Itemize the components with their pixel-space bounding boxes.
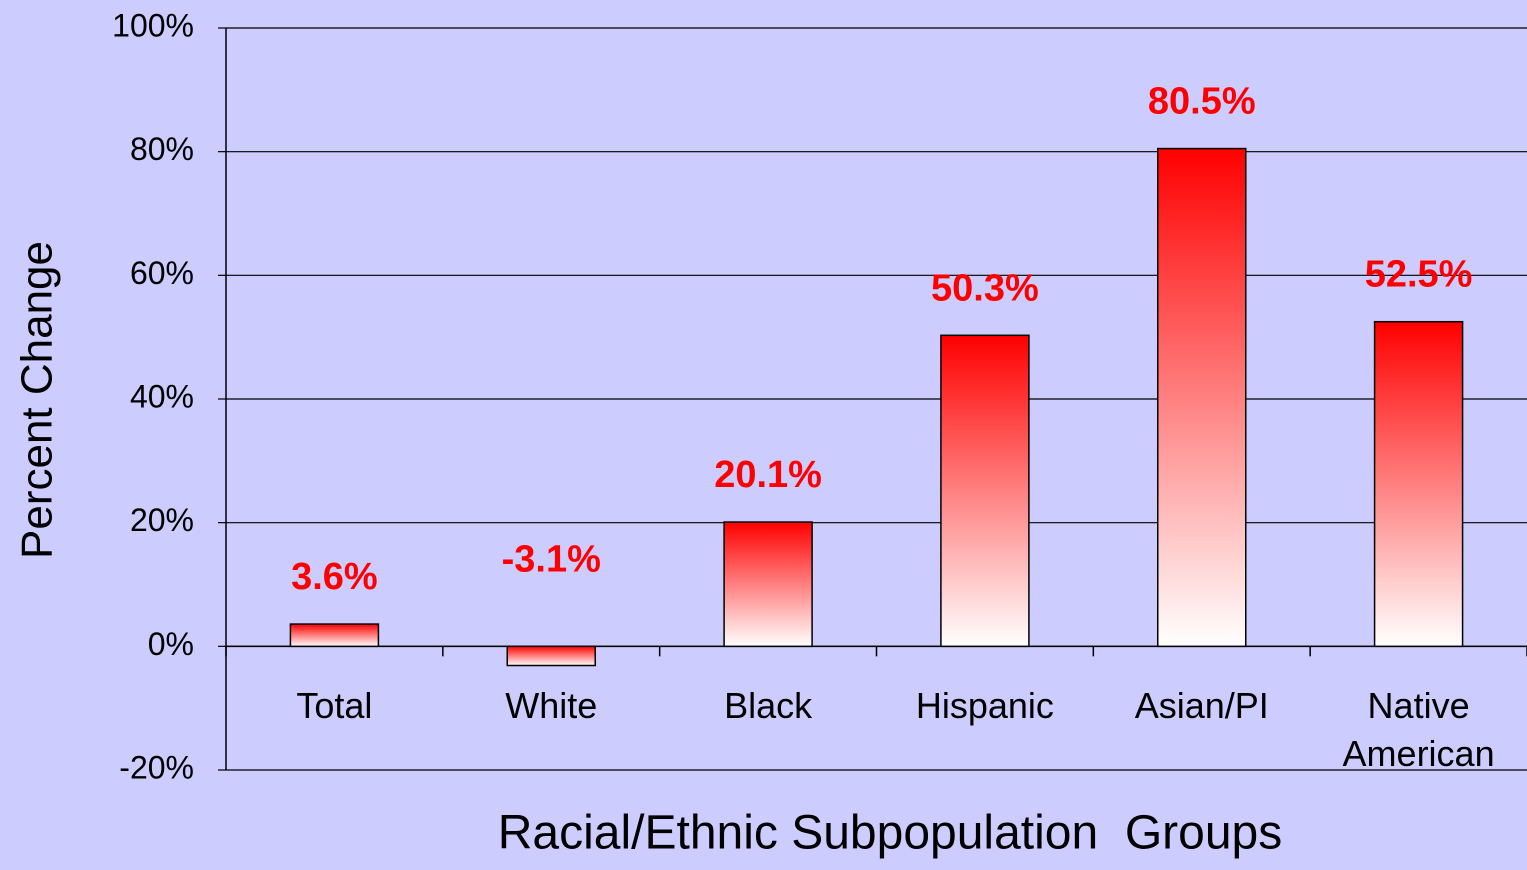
bar bbox=[940, 334, 1030, 648]
x-tick-label: Black bbox=[724, 685, 813, 727]
data-label: -3.1% bbox=[502, 538, 601, 580]
bar bbox=[506, 645, 596, 667]
y-tick-label: 40% bbox=[130, 378, 194, 414]
bar bbox=[1373, 320, 1464, 648]
y-tick-label: 20% bbox=[130, 502, 194, 538]
y-axis-title: Percent Change bbox=[13, 241, 62, 559]
x-tick-label: White bbox=[505, 685, 598, 727]
y-tick-label: 80% bbox=[130, 131, 194, 167]
x-tick-label: Hispanic bbox=[915, 685, 1054, 727]
y-tick-label: 60% bbox=[130, 255, 194, 291]
y-tick-label: 0% bbox=[148, 626, 194, 662]
bar bbox=[289, 623, 380, 648]
x-tick-label: Native American bbox=[1342, 685, 1495, 775]
x-axis-title: Racial/Ethnic Subpopulation Groups bbox=[498, 807, 1282, 860]
data-label: 52.5% bbox=[1365, 254, 1473, 296]
bar bbox=[1157, 147, 1247, 648]
data-label: 20.1% bbox=[714, 454, 822, 496]
y-tick-label: 100% bbox=[112, 7, 194, 43]
y-tick-label: -20% bbox=[119, 749, 194, 785]
data-label: 50.3% bbox=[931, 267, 1039, 309]
data-label: 80.5% bbox=[1148, 81, 1256, 123]
data-label: 3.6% bbox=[291, 556, 378, 598]
x-tick-label: Asian/PI bbox=[1134, 685, 1269, 727]
bar bbox=[723, 521, 813, 648]
x-tick-label: Total bbox=[296, 685, 373, 727]
